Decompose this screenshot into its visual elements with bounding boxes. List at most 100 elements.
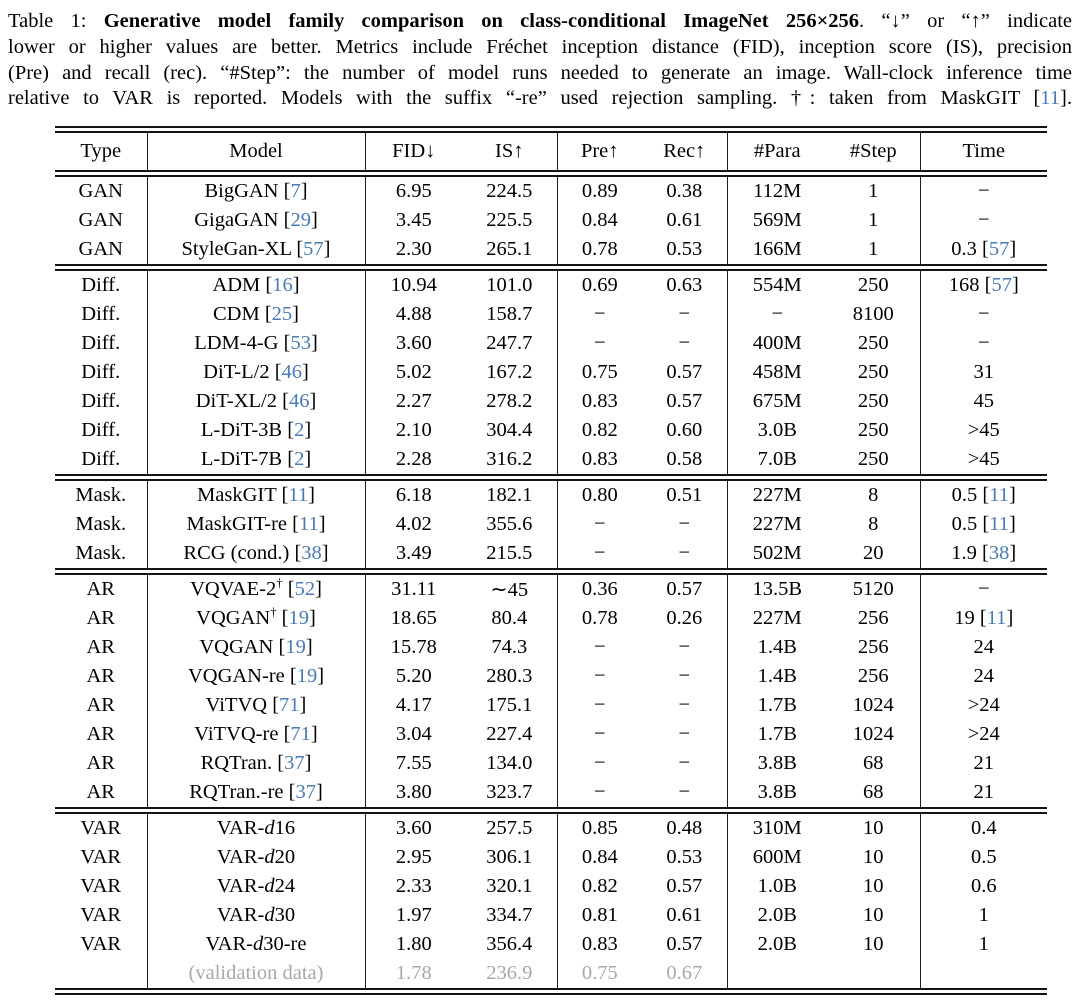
citation-link[interactable]: 57: [988, 238, 1010, 261]
citation-link[interactable]: 71: [290, 723, 311, 746]
cell-step: 10: [863, 817, 884, 840]
section-divider-cell: [55, 568, 1047, 576]
caption-line4-text: relative to VAR is reported. Models with…: [8, 87, 1041, 110]
section-divider: [55, 264, 1047, 272]
caption-line4-end: ].: [1060, 87, 1072, 110]
cell-para: 13.5B: [726, 575, 827, 605]
cell-step: 10: [863, 875, 884, 898]
cell-fid: 3.49: [364, 539, 462, 569]
cell-model: VQGAN† [19]: [146, 604, 365, 634]
table-row: AR RQTran.-re [37] 3.80 323.7− −3.8B 68 21: [55, 778, 1047, 808]
cell-is: 323.7: [486, 781, 533, 804]
cell-step: 256: [857, 665, 889, 688]
header-model: Model: [146, 133, 365, 171]
citation-link[interactable]: 11: [298, 513, 319, 536]
caption-line-3: (Pre) and recall (rec). “#Step”: the num…: [8, 61, 1072, 84]
section-divider-cell: [55, 807, 1047, 815]
caption-line-4: relative to VAR is reported. Models with…: [8, 86, 1072, 112]
dagger-mark: †: [270, 605, 277, 620]
cell-model: ViTVQ-re [71]: [146, 720, 365, 750]
cell-step: 10: [863, 933, 884, 956]
citation-link[interactable]: 37: [284, 752, 305, 775]
header-fid: FID↓: [364, 133, 462, 171]
cell-time: 45: [919, 387, 1047, 417]
header-type: Type: [80, 140, 122, 163]
citation-link[interactable]: 38: [301, 542, 322, 565]
cell-rec: −: [678, 694, 691, 717]
citation-link[interactable]: 11: [989, 484, 1009, 507]
double-rule: [55, 568, 1047, 576]
citation-link[interactable]: 11: [989, 513, 1009, 536]
cell-para: 3.8B: [726, 778, 827, 808]
cell-type: Diff.: [81, 332, 121, 355]
cell-para: 554M: [726, 271, 827, 301]
cell-model: MaskGIT-re [11]: [146, 510, 365, 540]
table-row: GAN StyleGan-XL [57] 2.30 265.1 0.78 0.53 166M…: [55, 235, 1047, 265]
cell-is: 224.5: [486, 180, 533, 203]
citation-link[interactable]: 11: [1040, 87, 1061, 110]
cell-fid: 2.33: [364, 872, 462, 902]
cell-para: −: [726, 300, 827, 330]
table-row: (validation data) 1.78 236.9 0.75 0.67: [55, 959, 1047, 989]
cell-is: ∼45: [490, 579, 529, 602]
caption-table-label: Table 1:: [8, 10, 104, 32]
citation-link[interactable]: 57: [991, 274, 1012, 297]
cell-time: 0.5 [11]: [919, 481, 1047, 511]
cell-pre: −: [556, 662, 642, 692]
citation-link[interactable]: 7: [290, 180, 301, 203]
cell-step: 1: [868, 238, 879, 261]
cell-fid: 4.88: [364, 300, 462, 330]
cell-step: 8100: [852, 303, 894, 326]
cell-type: Diff.: [81, 361, 121, 384]
cell-step: 1: [868, 209, 879, 232]
citation-link[interactable]: 29: [290, 209, 311, 232]
cell-pre: −: [556, 510, 642, 540]
math-variable: d: [264, 904, 275, 927]
cell-model: VQVAE-2† [52]: [146, 575, 365, 605]
cell-rec: 0.61: [666, 904, 703, 927]
cell-type: Diff.: [81, 419, 121, 442]
citation-link[interactable]: 11: [288, 484, 309, 507]
citation-link[interactable]: 53: [290, 332, 311, 355]
cell-pre: 0.84: [556, 206, 642, 236]
citation-link[interactable]: 46: [281, 361, 303, 384]
cell-type: AR: [86, 607, 115, 630]
cell-is: 158.7: [486, 303, 533, 326]
cell-rec: 0.57: [666, 933, 703, 956]
citation-link[interactable]: 37: [295, 781, 316, 804]
cell-type: Mask.: [75, 484, 127, 507]
cell-time: 24: [919, 662, 1047, 692]
cell-para: 227M: [726, 604, 827, 634]
cell-pre: 0.85: [556, 814, 642, 844]
citation-link[interactable]: 19: [285, 636, 306, 659]
cell-para: 310M: [726, 814, 827, 844]
header-para: #Para: [726, 133, 827, 171]
citation-link[interactable]: 19: [288, 607, 310, 630]
citation-link[interactable]: 25: [271, 303, 293, 326]
citation-link[interactable]: 2: [294, 448, 305, 471]
citation-link[interactable]: 19: [296, 665, 318, 688]
double-rule: [55, 474, 1047, 482]
citation-link[interactable]: 2: [294, 419, 305, 442]
cell-pre: 0.36: [556, 575, 642, 605]
citation-link[interactable]: 11: [986, 607, 1007, 630]
cell-fid: 3.60: [364, 329, 462, 359]
table-header-row: Type Model FID↓ IS↑ Pre↑ Rec↑ #Para #Step Time: [55, 133, 1047, 171]
citation-link[interactable]: 71: [279, 694, 300, 717]
citation-link[interactable]: 46: [288, 390, 310, 413]
cell-fid: 18.65: [364, 604, 462, 634]
cell-type: Diff.: [81, 274, 121, 297]
cell-pre: 0.82: [556, 416, 642, 446]
cell-is: 236.9: [486, 962, 533, 985]
citation-link[interactable]: 16: [272, 274, 293, 297]
cell-para: 3.0B: [726, 416, 827, 446]
cell-step: 250: [857, 361, 889, 384]
section-divider: [55, 474, 1047, 482]
citation-link[interactable]: 57: [303, 238, 324, 261]
citation-link[interactable]: 38: [988, 542, 1010, 565]
citation-link[interactable]: 52: [294, 578, 316, 601]
cell-rec: 0.67: [666, 962, 703, 985]
cell-is: 278.2: [486, 390, 533, 413]
cell-time: >24: [919, 720, 1047, 750]
